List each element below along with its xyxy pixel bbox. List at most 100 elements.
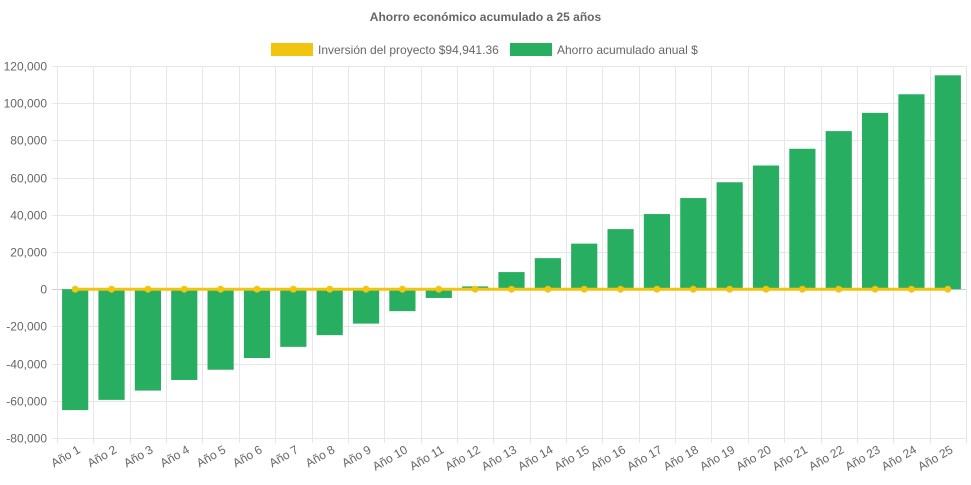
investment-point-1[interactable] — [71, 285, 79, 293]
legend: Inversión del proyecto $94,941.36 Ahorro… — [271, 43, 698, 57]
investment-point-10[interactable] — [398, 285, 406, 293]
y-tick-label: 120,000 — [4, 60, 48, 74]
bar-11[interactable] — [425, 289, 452, 298]
y-tick-label: 100,000 — [4, 97, 48, 111]
bar-14[interactable] — [534, 258, 561, 290]
y-tick-label: 20,000 — [10, 246, 47, 260]
y-tick-label: 0 — [40, 283, 47, 297]
investment-point-18[interactable] — [689, 285, 697, 293]
y-axis-tick-labels: -80,000 -60,000 -40,000 -20,000 0 20,000 40,00… — [4, 60, 48, 446]
bar-9[interactable] — [352, 289, 380, 324]
investment-point-15[interactable] — [580, 285, 588, 293]
x-tick-label: Año 7 — [267, 442, 301, 470]
investment-point-8[interactable] — [326, 285, 334, 293]
bar-20[interactable] — [752, 165, 780, 290]
y-tick-label: 60,000 — [10, 172, 47, 186]
investment-point-21[interactable] — [798, 285, 806, 293]
bar-15[interactable] — [571, 243, 598, 290]
investment-point-11[interactable] — [435, 285, 443, 293]
bar-23[interactable] — [862, 112, 889, 290]
y-tick-label: -60,000 — [6, 395, 47, 409]
bar-5[interactable] — [207, 289, 234, 370]
x-axis-tick-labels: Año 1 Año 2 Año 3 Año 4 Año 5 Año 6 Año 7 Año 8… — [49, 442, 956, 473]
x-tick-label: Año 23 — [843, 442, 883, 473]
investment-point-20[interactable] — [762, 285, 770, 293]
y-tick-label: -20,000 — [6, 320, 47, 334]
investment-point-6[interactable] — [253, 285, 261, 293]
x-tick-label: Año 22 — [806, 442, 846, 473]
investment-point-9[interactable] — [362, 285, 370, 293]
x-tick-label: Año 1 — [49, 442, 83, 470]
bar-17[interactable] — [643, 214, 671, 290]
bar-6[interactable] — [243, 289, 271, 359]
investment-point-16[interactable] — [617, 285, 625, 293]
investment-point-24[interactable] — [907, 285, 915, 293]
x-tick-label: Año 18 — [661, 442, 701, 473]
x-tick-label: Año 3 — [121, 442, 155, 470]
x-tick-label: Año 19 — [697, 442, 737, 473]
investment-point-19[interactable] — [726, 285, 734, 293]
y-tick-label: -80,000 — [6, 432, 47, 446]
grid-lines — [52, 66, 967, 443]
legend-item-savings[interactable]: Ahorro acumulado anual $ — [510, 43, 698, 57]
investment-point-5[interactable] — [217, 285, 225, 293]
x-tick-label: Año 4 — [158, 442, 192, 470]
bar-10[interactable] — [389, 289, 416, 312]
investment-point-14[interactable] — [544, 285, 552, 293]
x-tick-label: Año 6 — [230, 442, 264, 470]
legend-swatch-investment — [271, 43, 313, 56]
y-tick-label: 40,000 — [10, 209, 47, 223]
y-tick-label: -40,000 — [6, 358, 47, 372]
legend-swatch-savings — [510, 43, 552, 56]
x-tick-label: Año 20 — [734, 442, 774, 473]
bar-4[interactable] — [171, 289, 198, 380]
bar-19[interactable] — [716, 182, 743, 290]
investment-point-17[interactable] — [653, 285, 661, 293]
investment-point-12[interactable] — [471, 285, 479, 293]
x-tick-label: Año 24 — [879, 442, 919, 473]
investment-point-4[interactable] — [180, 285, 188, 293]
chart-title: Ahorro económico acumulado a 25 años — [370, 10, 602, 24]
legend-label-savings: Ahorro acumulado anual $ — [557, 43, 698, 57]
bar-8[interactable] — [316, 289, 343, 336]
investment-point-23[interactable] — [871, 285, 879, 293]
bar-18[interactable] — [680, 198, 707, 290]
bar-21[interactable] — [789, 148, 816, 290]
bar-7[interactable] — [280, 289, 307, 347]
x-tick-label: Año 9 — [339, 442, 373, 470]
y-tick-label: 80,000 — [10, 134, 47, 148]
investment-point-3[interactable] — [144, 285, 152, 293]
x-tick-label: Año 14 — [515, 442, 555, 473]
bar-2[interactable] — [98, 289, 125, 400]
x-tick-label: Año 17 — [624, 442, 664, 473]
bar-24[interactable] — [898, 94, 925, 290]
x-tick-label: Año 12 — [443, 442, 483, 473]
legend-label-investment: Inversión del proyecto $94,941.36 — [318, 43, 499, 57]
bar-16[interactable] — [607, 229, 634, 290]
x-tick-label: Año 8 — [303, 442, 337, 470]
investment-point-13[interactable] — [508, 285, 515, 293]
x-tick-label: Año 13 — [479, 442, 519, 473]
x-tick-label: Año 25 — [915, 442, 955, 473]
bar-22[interactable] — [825, 131, 852, 290]
x-tick-label: Año 2 — [85, 442, 119, 470]
bar-series — [62, 75, 961, 411]
investment-point-7[interactable] — [289, 285, 297, 293]
x-tick-label: Año 10 — [370, 442, 410, 473]
bar-1[interactable] — [62, 289, 89, 411]
line-series — [71, 285, 952, 293]
bar-25[interactable] — [934, 75, 961, 290]
investment-point-22[interactable] — [835, 285, 843, 293]
investment-point-25[interactable] — [944, 285, 952, 293]
bar-13[interactable] — [498, 272, 525, 290]
x-tick-label: Año 15 — [552, 442, 592, 473]
bar-3[interactable] — [134, 289, 161, 391]
investment-point-2[interactable] — [108, 285, 116, 293]
legend-item-investment[interactable]: Inversión del proyecto $94,941.36 — [271, 43, 499, 57]
x-tick-label: Año 11 — [407, 442, 446, 473]
x-tick-label: Año 21 — [770, 442, 810, 473]
x-tick-label: Año 5 — [194, 442, 228, 470]
x-tick-label: Año 16 — [588, 442, 628, 473]
